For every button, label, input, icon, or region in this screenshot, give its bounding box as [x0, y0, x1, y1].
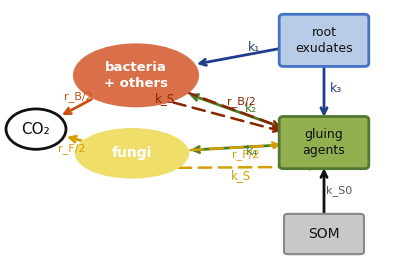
FancyBboxPatch shape	[279, 14, 369, 66]
Text: gluing
agents: gluing agents	[303, 128, 345, 157]
Circle shape	[6, 109, 66, 149]
Text: k_S: k_S	[231, 169, 251, 182]
Text: bacteria
+ others: bacteria + others	[104, 61, 168, 90]
Text: root
exudates: root exudates	[295, 26, 353, 55]
Text: r_F/2: r_F/2	[58, 143, 86, 154]
FancyBboxPatch shape	[284, 214, 364, 254]
Text: r_B/2: r_B/2	[227, 96, 256, 107]
Text: k₄: k₄	[246, 145, 258, 158]
Text: fungi: fungi	[112, 146, 152, 160]
Text: k_S: k_S	[154, 93, 175, 105]
Text: k₁: k₁	[248, 41, 260, 54]
Ellipse shape	[76, 129, 188, 178]
FancyBboxPatch shape	[279, 116, 369, 169]
Text: r_F/2: r_F/2	[232, 149, 260, 160]
Text: SOM: SOM	[308, 227, 340, 241]
Text: r_B/2: r_B/2	[64, 91, 93, 102]
Text: k₂: k₂	[245, 102, 257, 115]
Text: k_S0: k_S0	[326, 186, 352, 196]
Text: k₃: k₃	[330, 82, 342, 95]
Text: CO₂: CO₂	[22, 122, 50, 137]
Ellipse shape	[74, 44, 198, 106]
